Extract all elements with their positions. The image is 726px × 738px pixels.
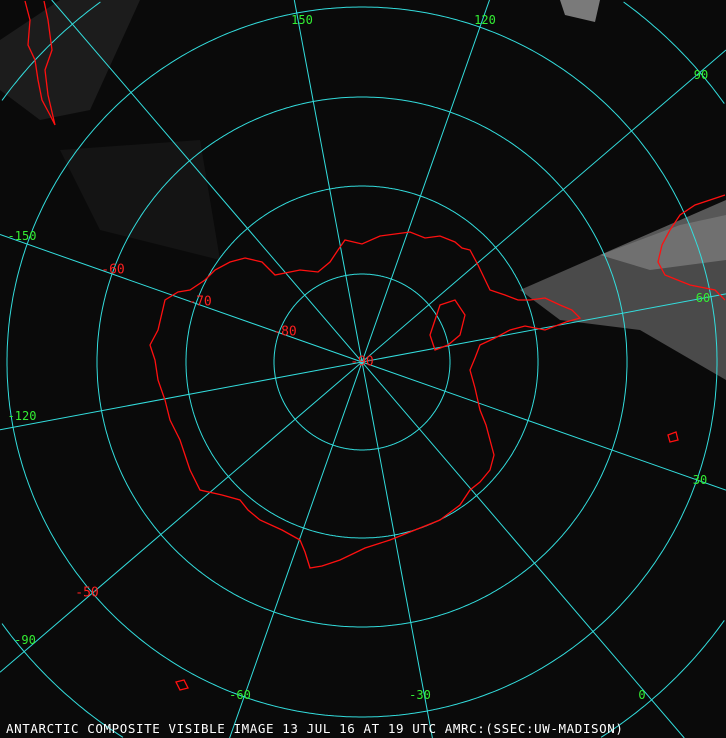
latitude-circle [1,1,101,101]
latitude-circle [185,185,539,539]
latitude-circle [273,273,451,451]
latitude-circle [600,620,725,738]
lon-label: 150 [291,13,313,27]
peninsula-detail [429,299,466,351]
latitude-circle [1,623,124,738]
lon-label: 30 [692,473,708,487]
latitude-circle [6,6,718,718]
coastline [24,0,726,691]
lon-label: 60 [695,291,711,305]
antarctica-coastline [149,231,582,569]
lon-label: 120 [474,13,496,27]
image-caption: ANTARCTIC COMPOSITE VISIBLE IMAGE 13 JUL… [6,721,624,736]
new-zealand-coastline [24,0,56,126]
latitude-circle [96,96,628,628]
meridian-line [229,0,490,738]
lon-label: 0 [638,688,646,702]
meridian-line [0,234,726,491]
lat-label: -50 [75,585,99,601]
lon-label: -30 [409,688,431,702]
latitude-circle [623,1,725,104]
lon-label: 90 [693,68,709,82]
lon-label: -90 [14,633,36,647]
lat-label: -60 [101,262,125,278]
lon-label: -60 [229,688,251,702]
lat-label: -70 [188,294,212,310]
meridian-line [51,0,685,738]
lat-label: -80 [273,324,297,340]
island-outline [175,679,189,691]
meridian-line [293,0,433,738]
island-outline [667,431,679,443]
meridian-line [0,49,726,673]
lat-label: -90 [350,354,374,370]
south-america-coastline [657,194,726,301]
lon-label: -120 [7,409,37,423]
lon-label: -150 [7,229,37,243]
